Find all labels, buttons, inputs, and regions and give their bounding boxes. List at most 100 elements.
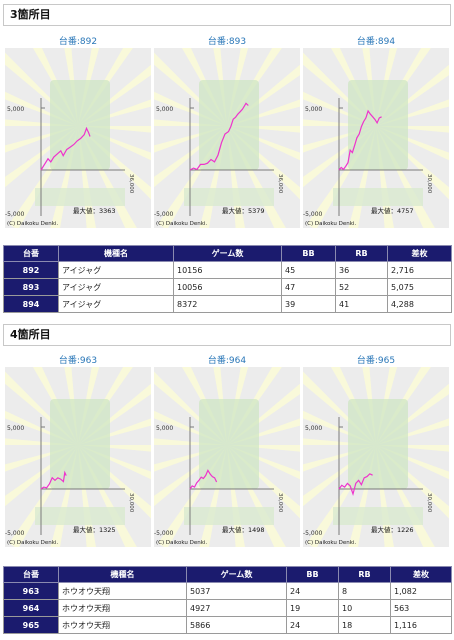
- machine-table-3: 台番 機種名 ゲーム数 BB RB 差枚 892 アイジャグ 10156 45 …: [3, 245, 452, 313]
- background-ray: [213, 367, 227, 445]
- background-ray: [78, 445, 151, 452]
- game-count: 8372: [173, 295, 282, 313]
- payout-series-line: [338, 109, 382, 171]
- col-header-model: 機種名: [58, 566, 187, 583]
- background-ray: [376, 383, 449, 445]
- y-tick-label-min: -5,000: [5, 530, 25, 537]
- col-header-games: ゲーム数: [186, 566, 287, 583]
- payout-series-line: [189, 102, 249, 171]
- game-count: 5037: [186, 582, 287, 600]
- background-base: [184, 188, 274, 206]
- coin-diff: 563: [390, 599, 452, 617]
- background-base: [35, 507, 125, 525]
- background-ray: [154, 438, 227, 445]
- background-ray: [64, 367, 78, 445]
- background-ray: [154, 445, 227, 507]
- background-ray: [78, 126, 137, 228]
- model-name: アイジャグ: [58, 278, 174, 296]
- table-row: 893 アイジャグ 10056 47 52 5,075: [3, 278, 452, 296]
- chart-title[interactable]: 台番:964: [207, 356, 247, 366]
- machine-number: 964: [3, 599, 59, 617]
- coin-diff: 1,082: [390, 582, 452, 600]
- chart-title[interactable]: 台番:892: [58, 37, 98, 47]
- model-name: ホウオウ天翔: [58, 599, 187, 617]
- table-row: 964 ホウオウ天翔 4927 19 10 563: [3, 599, 452, 617]
- background-ray: [227, 126, 286, 228]
- coin-diff: 4,288: [387, 295, 452, 313]
- background-ray: [5, 445, 78, 507]
- chart-title[interactable]: 台番:893: [207, 37, 247, 47]
- chart-964: 台番:964 5,000 -5,000 30,000 最大値：1498 (C) Daik…: [154, 355, 300, 550]
- copyright-text: (C) Daikoku Denki.: [156, 221, 207, 227]
- rb-count: 36: [335, 261, 388, 279]
- machine-number: 894: [3, 295, 59, 313]
- table-row: 963 ホウオウ天翔 5037 24 8 1,082: [3, 582, 452, 600]
- bb-count: 45: [281, 261, 336, 279]
- chart-panel: 5,000 -5,000 30,000 最大値：1498 (C) Daikoku Den…: [154, 367, 300, 547]
- chart-svg: 5,000 -5,000 36,000 最大値：5379 (C) Daikoku Den…: [154, 48, 300, 228]
- section-header-4: 4箇所目: [3, 324, 451, 346]
- copyright-text: (C) Daikoku Denki.: [305, 221, 356, 227]
- background-ray: [227, 445, 286, 547]
- bb-count: 47: [281, 278, 336, 296]
- x-tick-label-max: 30,000: [277, 493, 283, 513]
- col-header-number: 台番: [3, 566, 59, 583]
- max-value-label: 最大値：3363: [73, 206, 116, 215]
- col-header-bb: BB: [286, 566, 339, 583]
- bb-count: 24: [286, 616, 339, 634]
- copyright-text: (C) Daikoku Denki.: [156, 540, 207, 546]
- x-tick-label-max: 30,000: [426, 174, 432, 194]
- background-ray: [78, 64, 151, 126]
- background-building: [50, 80, 110, 170]
- background-ray: [78, 126, 151, 133]
- background-ray: [213, 48, 227, 126]
- chart-svg: 5,000 -5,000 30,000 最大値：4757 (C) Daikoku Den…: [303, 48, 449, 228]
- chart-892: 台番:892 5,000 -5,000 36,000 最大値：3363 (C) Daik…: [5, 36, 151, 231]
- coin-diff: 5,075: [387, 278, 452, 296]
- y-tick-label-max: 5,000: [305, 106, 322, 113]
- y-tick-label-max: 5,000: [7, 425, 24, 432]
- background-ray: [376, 64, 449, 126]
- background-ray: [376, 445, 449, 452]
- col-header-diff: 差枚: [390, 566, 452, 583]
- chart-title[interactable]: 台番:965: [356, 356, 396, 366]
- table-row: 894 アイジャグ 8372 39 41 4,288: [3, 295, 452, 313]
- background-ray: [78, 383, 151, 445]
- machine-number: 965: [3, 616, 59, 634]
- y-tick-label-min: -5,000: [5, 211, 25, 218]
- background-ray: [303, 438, 376, 445]
- model-name: アイジャグ: [58, 261, 174, 279]
- rb-count: 10: [338, 599, 391, 617]
- background-ray: [376, 126, 435, 228]
- copyright-text: (C) Daikoku Denki.: [7, 540, 58, 546]
- y-tick-label-min: -5,000: [303, 211, 323, 218]
- chart-title[interactable]: 台番:963: [58, 356, 98, 366]
- col-header-rb: RB: [335, 245, 388, 262]
- x-tick-label-max: 30,000: [426, 493, 432, 513]
- chart-panel: 5,000 -5,000 30,000 最大値：4757 (C) Daikoku Den…: [303, 48, 449, 228]
- bb-count: 19: [286, 599, 339, 617]
- y-tick-label-max: 5,000: [305, 425, 322, 432]
- background-ray: [303, 445, 376, 507]
- x-tick-label-max: 36,000: [277, 174, 283, 194]
- max-value-label: 最大値：1498: [222, 525, 265, 534]
- bb-count: 24: [286, 582, 339, 600]
- col-header-bb: BB: [281, 245, 336, 262]
- background-building: [348, 399, 408, 489]
- machine-number: 893: [3, 278, 59, 296]
- chart-title[interactable]: 台番:894: [356, 37, 396, 47]
- background-ray: [376, 126, 449, 133]
- machine-number: 963: [3, 582, 59, 600]
- background-ray: [78, 445, 137, 547]
- chart-894: 台番:894 5,000 -5,000 30,000 最大値：4757 (C) Daik…: [303, 36, 449, 231]
- rb-count: 8: [338, 582, 391, 600]
- background-base: [184, 507, 274, 525]
- x-tick-label-max: 30,000: [128, 493, 134, 513]
- chart-svg: 5,000 -5,000 30,000 最大値：1498 (C) Daikoku Den…: [154, 367, 300, 547]
- y-tick-label-max: 5,000: [156, 106, 173, 113]
- model-name: ホウオウ天翔: [58, 582, 187, 600]
- bb-count: 39: [281, 295, 336, 313]
- game-count: 10156: [173, 261, 282, 279]
- payout-series-line: [189, 469, 218, 490]
- background-ray: [303, 119, 376, 126]
